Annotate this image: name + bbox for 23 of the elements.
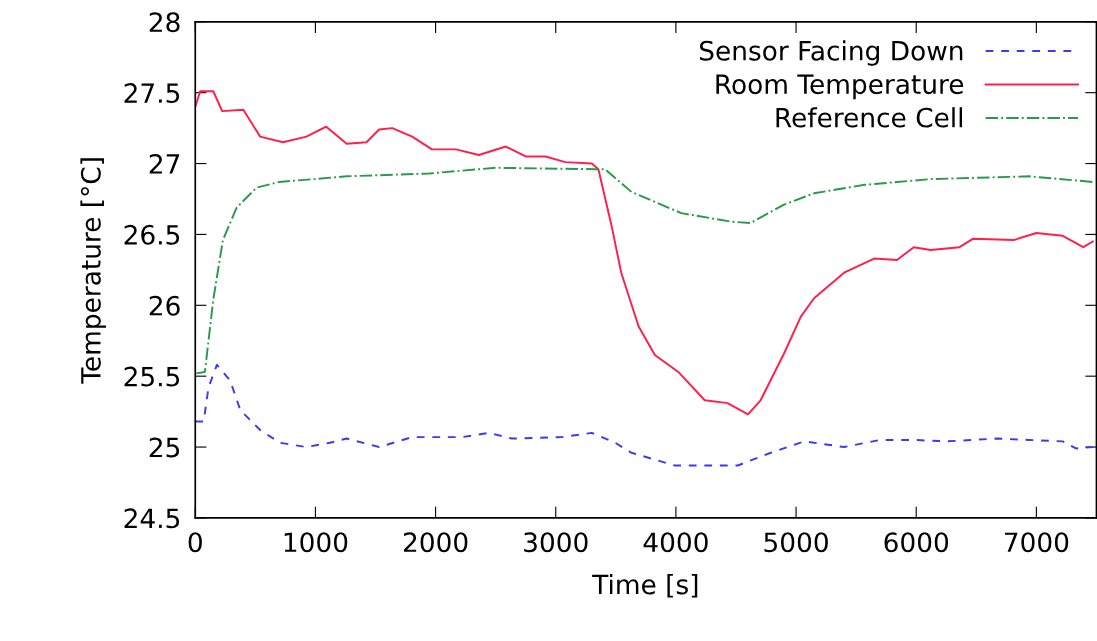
line-series [195, 363, 1094, 467]
x-tick-label: 7000 [1004, 532, 1069, 553]
y-tick-label: 27.5 [124, 83, 180, 104]
x-tick-label: 0 [188, 532, 202, 553]
x-axis-title: Time [s] [592, 574, 698, 598]
legend-label: Reference Cell [776, 107, 963, 128]
y-tick-label: 25 [149, 437, 180, 458]
y-tick-label: 25.5 [124, 366, 180, 387]
x-tick-label: 6000 [884, 532, 949, 553]
y-tick-label: 26 [149, 295, 180, 316]
x-tick-label: 5000 [764, 532, 828, 553]
y-axis-title: Temperature [°C] [80, 158, 106, 384]
x-tick-label: 2000 [403, 532, 468, 553]
y-tick-label: 28 [149, 12, 180, 33]
x-tick-label: 3000 [524, 532, 588, 553]
line-series [195, 166, 1094, 375]
x-tick-label: 1000 [284, 532, 348, 553]
y-tick-label: 24.5 [124, 508, 180, 529]
legend-label: Room Temperature [716, 74, 964, 100]
y-tick-label: 27 [149, 153, 180, 174]
y-tick-label: 26.5 [124, 224, 180, 245]
x-tick-label: 4000 [643, 532, 708, 553]
legend-label: Sensor Facing Down [699, 40, 963, 66]
